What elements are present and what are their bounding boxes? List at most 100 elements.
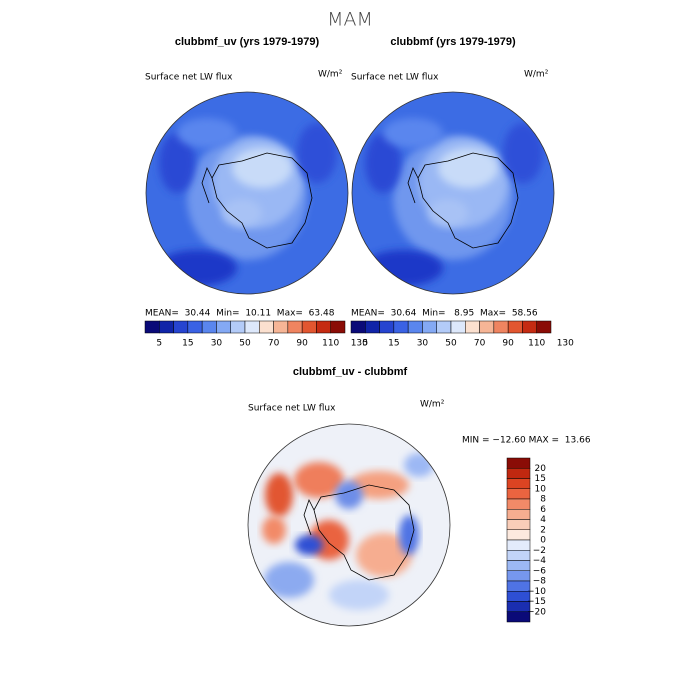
field-patch — [265, 473, 293, 517]
colorbar-label: 0 — [540, 536, 546, 546]
colorbar-box — [422, 320, 437, 334]
field-patch — [365, 133, 401, 193]
colorbar-label: 8 — [540, 495, 546, 505]
stats: MEAN= 30.44 Min= 10.11 Max= 63.48 — [145, 309, 335, 319]
colorbar-box — [506, 488, 531, 500]
map-border — [145, 91, 349, 295]
colorbar-label: 6 — [540, 505, 546, 515]
colorbar-label: 15 — [388, 339, 399, 349]
stats: MIN = −12.60 MAX = 13.66 — [462, 436, 591, 446]
panel-title: clubbmf_uv (yrs 1979-1979) — [175, 36, 320, 48]
units: W/m² — [420, 400, 445, 410]
colorbar-box — [436, 320, 452, 334]
colorbar-box — [301, 320, 317, 334]
colorbar-box — [273, 320, 289, 334]
map-border — [247, 423, 451, 627]
field-label: Surface net LW flux — [351, 73, 439, 83]
field-patch — [404, 453, 434, 477]
colorbar-box — [173, 320, 189, 334]
field-patch — [294, 462, 344, 498]
field-patch — [383, 118, 443, 148]
colorbar-label: −2 — [533, 546, 546, 556]
coastline — [303, 484, 415, 581]
colorbar-box — [230, 320, 246, 334]
map — [352, 92, 554, 294]
field-patch — [232, 148, 292, 188]
colorbar-label: −6 — [533, 566, 547, 576]
field-patch — [297, 123, 337, 183]
colorbar-label: 2 — [540, 525, 546, 535]
field-patch — [295, 535, 323, 555]
colorbar-box — [506, 560, 531, 571]
colorbar-box — [365, 320, 380, 334]
colorbar-box — [159, 320, 174, 334]
colorbar-label: 30 — [211, 339, 223, 349]
colorbar-label: −20 — [527, 607, 546, 617]
colorbar-box — [522, 320, 537, 334]
colorbar-label: 90 — [502, 339, 514, 349]
field-patch — [264, 562, 314, 598]
field-patch — [438, 148, 498, 188]
colorbar-label: 15 — [182, 339, 193, 349]
field-label: Surface net LW flux — [145, 73, 233, 83]
colorbar-box — [465, 320, 480, 334]
field-patch — [159, 133, 195, 193]
colorbar-label: −4 — [533, 556, 547, 566]
colorbar-label: 70 — [268, 339, 280, 349]
colorbar-box — [506, 570, 531, 582]
colorbar-label: 90 — [296, 339, 308, 349]
field-patch — [177, 118, 237, 148]
field-patch — [335, 481, 363, 509]
field-patch — [428, 199, 468, 227]
colorbar-box — [506, 550, 531, 561]
colorbar-box — [506, 529, 531, 541]
map-border — [351, 91, 555, 295]
colorbar-box — [479, 320, 495, 334]
colorbar-box — [187, 320, 203, 334]
colorbar-box — [506, 468, 531, 479]
colorbar-label: −8 — [533, 577, 547, 587]
colorbar-box — [506, 457, 531, 469]
colorbar-box — [330, 320, 346, 334]
units: W/m² — [318, 70, 343, 80]
panel-title: clubbmf (yrs 1979-1979) — [390, 36, 516, 48]
colorbar-label: 20 — [535, 464, 547, 474]
colorbar-label: 30 — [417, 339, 429, 349]
colorbar-box — [493, 320, 509, 334]
units: W/m² — [524, 70, 549, 80]
colorbar-box — [216, 320, 231, 334]
colorbar-label: 130 — [557, 339, 574, 349]
colorbar-label: −10 — [527, 587, 546, 597]
colorbar-label: 4 — [540, 515, 546, 525]
field-patch — [503, 123, 543, 183]
colorbar-label: 130 — [351, 339, 368, 349]
colorbar-box — [506, 498, 531, 510]
colorbar-label: 15 — [535, 474, 546, 484]
colorbar-box — [506, 509, 531, 520]
colorbar-box — [536, 320, 552, 334]
field-patch — [262, 516, 286, 544]
colorbar-label: 50 — [239, 339, 251, 349]
map — [248, 424, 450, 626]
colorbar-box — [506, 519, 531, 530]
colorbar-box — [316, 320, 331, 334]
colorbar-box — [201, 320, 217, 334]
colorbar-label: 110 — [322, 339, 339, 349]
field-patch — [399, 515, 419, 555]
field-patch — [222, 199, 262, 227]
colorbar-box — [144, 320, 160, 334]
colorbar-label: 5 — [156, 339, 162, 349]
colorbar-box — [506, 478, 531, 489]
colorbar-label: 10 — [535, 484, 547, 494]
colorbar-box — [407, 320, 423, 334]
field-patch — [349, 471, 409, 499]
colorbar-box — [506, 611, 531, 623]
field-patch — [329, 580, 389, 610]
coastline — [201, 152, 313, 249]
colorbar-box — [244, 320, 260, 334]
colorbar-box — [507, 320, 523, 334]
colorbar-box — [379, 320, 395, 334]
colorbar-label: −15 — [527, 597, 546, 607]
colorbar-box — [259, 320, 274, 334]
